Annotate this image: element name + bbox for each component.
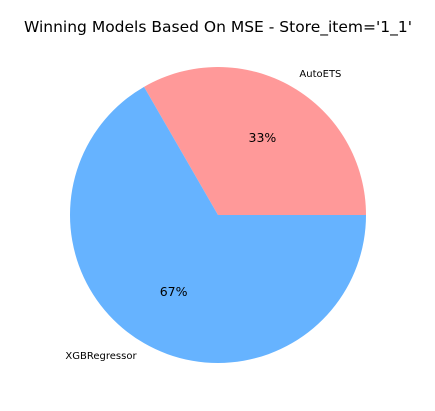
pie-labels: AutoETS 33% XGBRegressor 67% bbox=[65, 69, 341, 362]
pie-slice-autoets bbox=[144, 67, 366, 215]
slice-percent-autoets: 33% bbox=[249, 130, 277, 145]
pie-slices bbox=[70, 67, 367, 363]
chart-title: Winning Models Based On MSE - Store_item… bbox=[24, 18, 412, 37]
pie-slice-xgbregressor bbox=[70, 86, 367, 363]
slice-label-xgbregressor: XGBRegressor bbox=[65, 351, 137, 362]
slice-percent-xgbregressor: 67% bbox=[160, 284, 188, 299]
slice-label-autoets: AutoETS bbox=[299, 69, 341, 80]
